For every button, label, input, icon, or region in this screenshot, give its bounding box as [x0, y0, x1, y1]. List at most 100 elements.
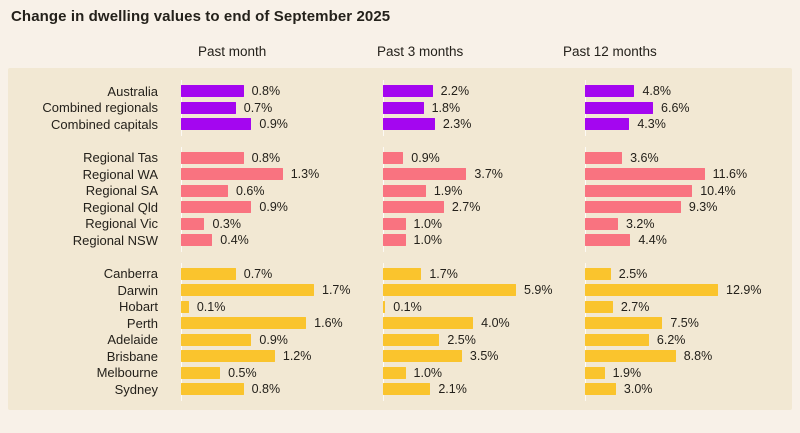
chart-row: Regional NSW 0.4% 1.0% 4.4% — [8, 229, 792, 251]
chart-cell: 5.9% — [375, 279, 577, 301]
value-label: 2.2% — [440, 84, 470, 99]
bar — [383, 284, 516, 297]
chart-row: Hobart 0.1% 0.1% 2.7% — [8, 295, 792, 318]
chart-cell: 0.3% — [173, 212, 375, 235]
bar — [585, 383, 616, 396]
chart-cell: 2.3% — [375, 113, 577, 135]
value-label: 1.7% — [322, 283, 351, 298]
value-label: 1.7% — [429, 266, 458, 281]
bar — [585, 85, 635, 98]
row-label: Regional Tas — [83, 150, 158, 166]
value-label: 0.6% — [235, 183, 265, 198]
bar — [383, 201, 444, 214]
row-label: Combined capitals — [51, 116, 158, 132]
value-label: 1.3% — [290, 167, 320, 182]
value-label: 2.5% — [447, 332, 476, 347]
value-label: 4.3% — [637, 117, 666, 132]
bar — [585, 217, 618, 230]
chart-cell: 4.3% — [577, 113, 779, 135]
bar — [383, 300, 386, 313]
chart-cell: 0.4% — [173, 229, 375, 251]
value-label: 2.7% — [451, 200, 481, 215]
chart-row: Sydney 0.8% 2.1% 3.0% — [8, 378, 792, 400]
bar — [383, 168, 467, 181]
row-label: Regional WA — [82, 166, 158, 182]
bar — [585, 284, 718, 297]
bar — [181, 217, 205, 230]
value-label: 1.0% — [413, 233, 443, 248]
chart-cell: 1.6% — [173, 312, 375, 334]
row-label: Canberra — [103, 266, 158, 282]
value-label: 2.1% — [438, 382, 467, 397]
column-header-past-12-months: Past 12 months — [563, 44, 657, 59]
bar — [383, 85, 433, 98]
chart-cell: 3.7% — [375, 163, 577, 185]
chart-cell: 3.5% — [375, 345, 577, 367]
value-label: 0.8% — [251, 150, 281, 165]
bar — [181, 118, 252, 131]
bar — [181, 101, 236, 114]
chart-cell: 3.0% — [577, 378, 779, 400]
bar — [383, 101, 424, 114]
bar — [585, 366, 605, 379]
chart-cell: 1.0% — [375, 361, 577, 384]
row-label: Regional NSW — [72, 232, 158, 248]
row-label: Brisbane — [106, 348, 158, 364]
bar — [585, 168, 705, 181]
chart-cell: 2.7% — [577, 295, 779, 318]
row-label: Darwin — [117, 282, 158, 298]
value-label: 0.7% — [243, 266, 273, 281]
bar-group-national: Australia 0.8% 2.2% 4.8% Combined regionals 0… — [8, 80, 792, 135]
value-label: 0.9% — [259, 117, 288, 132]
chart-row: Darwin 1.7% 5.9% 12.9% — [8, 279, 792, 301]
value-label: 1.0% — [413, 365, 443, 380]
chart-cell: 2.1% — [375, 378, 577, 400]
chart-row: Brisbane 1.2% 3.5% 8.8% — [8, 345, 792, 367]
chart-cell: 11.6% — [577, 163, 779, 185]
value-label: 4.8% — [642, 84, 671, 99]
value-label: 12.9% — [726, 283, 762, 298]
chart-title: Change in dwelling values to end of Sept… — [11, 8, 391, 25]
chart-row: Combined regionals 0.7% 1.8% 6.6% — [8, 96, 792, 119]
chart-cell: 1.3% — [173, 163, 375, 185]
chart-cell: 2.7% — [375, 196, 577, 218]
bar-group-capitals: Canberra 0.7% 1.7% 2.5% Darwin 1.7% 5.9% 12.9% H… — [8, 262, 792, 400]
row-label: Melbourne — [96, 365, 158, 381]
chart-row: Canberra 0.7% 1.7% 2.5% — [8, 262, 792, 285]
bar — [585, 184, 693, 197]
value-label: 11.6% — [712, 167, 748, 182]
column-header-past-3-months: Past 3 months — [377, 44, 464, 59]
bar — [585, 317, 663, 330]
bar — [383, 350, 462, 363]
chart-cell: 0.9% — [173, 113, 375, 135]
chart-cell: 6.6% — [577, 96, 779, 119]
chart-cell: 0.9% — [173, 196, 375, 218]
chart-cell: 10.4% — [577, 179, 779, 202]
chart-cell: 7.5% — [577, 312, 779, 334]
chart-cell: 3.6% — [577, 146, 779, 169]
chart-cell: 2.2% — [375, 80, 577, 102]
row-label: Perth — [126, 315, 158, 331]
chart-panel: Australia 0.8% 2.2% 4.8% Combined regionals 0… — [8, 68, 792, 410]
chart-cell: 1.0% — [375, 212, 577, 235]
chart-row: Regional Qld 0.9% 2.7% 9.3% — [8, 196, 792, 218]
chart-cell: 1.7% — [173, 279, 375, 301]
bar — [181, 350, 275, 363]
value-label: 0.1% — [196, 299, 226, 314]
value-label: 3.7% — [474, 167, 503, 182]
value-label: 0.4% — [220, 233, 249, 248]
chart-cell: 1.9% — [375, 179, 577, 202]
chart-row: Combined capitals 0.9% 2.3% 4.3% — [8, 113, 792, 135]
value-label: 6.6% — [661, 100, 690, 115]
chart-row: Adelaide 0.9% 2.5% 6.2% — [8, 328, 792, 351]
chart-cell: 1.2% — [173, 345, 375, 367]
chart-cell: 12.9% — [577, 279, 779, 301]
row-label: Combined regionals — [42, 100, 158, 116]
bar — [383, 383, 431, 396]
value-label: 2.5% — [618, 266, 648, 281]
value-label: 2.7% — [620, 299, 650, 314]
chart-cell: 6.2% — [577, 328, 779, 351]
value-label: 0.5% — [228, 365, 257, 380]
value-label: 7.5% — [670, 316, 699, 331]
